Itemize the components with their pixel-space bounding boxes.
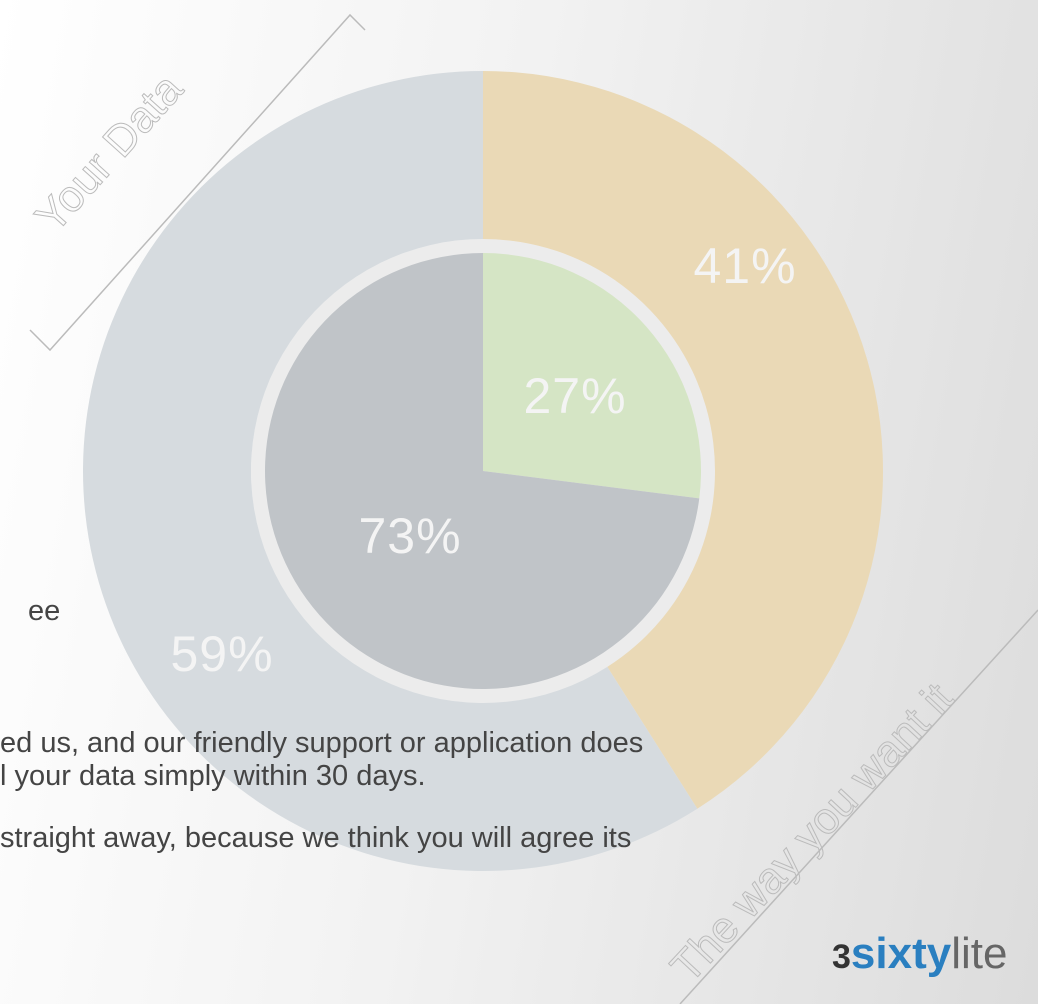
divider	[679, 609, 1038, 1004]
segment	[483, 71, 883, 809]
body-text: straight away, because we think you will…	[0, 822, 631, 854]
body-text: ee	[28, 595, 60, 627]
value-label: 41%	[693, 238, 796, 294]
logo-part: 3	[832, 938, 851, 976]
segment	[82, 71, 698, 871]
body-text: l your data simply within 30 days.	[0, 760, 426, 792]
value-label: 59%	[170, 626, 273, 682]
segment	[264, 253, 700, 689]
value-label: 73%	[358, 508, 461, 564]
decor-text: Your Data	[26, 64, 193, 241]
bracket	[29, 13, 366, 352]
segment	[483, 253, 701, 499]
logo: 3sixtylite	[832, 929, 1007, 978]
value-label: 27%	[523, 368, 626, 424]
body-text: ed us, and our friendly support or appli…	[0, 727, 643, 759]
charts: 41% 59% 27% 73%	[82, 71, 883, 871]
logo-part: sixty	[851, 929, 952, 978]
logo-part: lite	[951, 929, 1007, 978]
